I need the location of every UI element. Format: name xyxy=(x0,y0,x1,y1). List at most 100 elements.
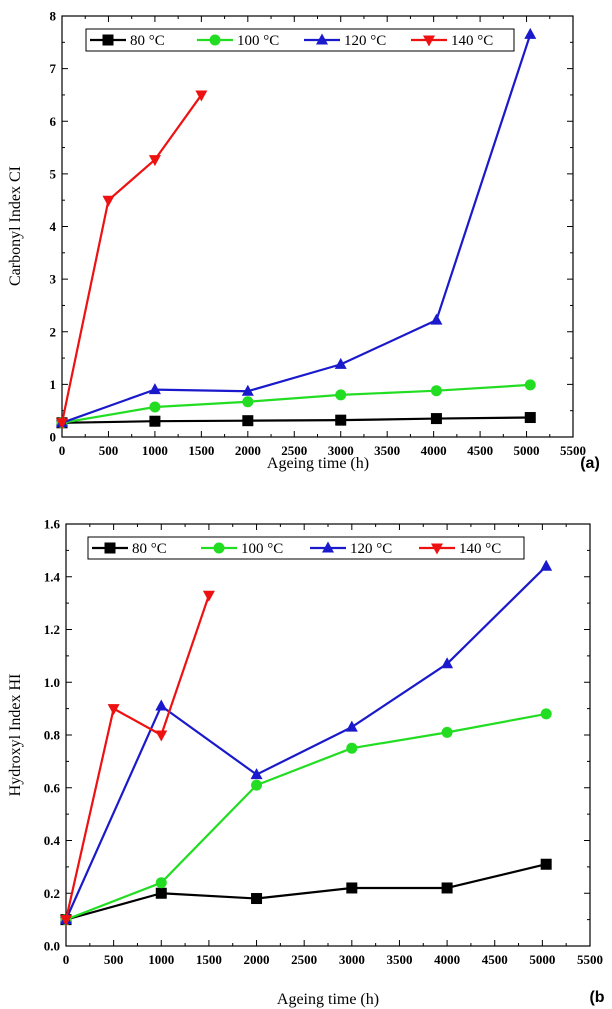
data-point xyxy=(202,590,215,602)
y-tick-label: 1.6 xyxy=(44,517,61,532)
legend: 80 °C 100 °C 120 °C 140 °C xyxy=(85,28,515,52)
x-tick-label: 1000 xyxy=(148,952,174,967)
y-tick-label: 7 xyxy=(50,61,57,76)
y-tick-label: 8 xyxy=(50,9,57,24)
data-point xyxy=(155,877,167,889)
y-tick-label: 0.6 xyxy=(44,780,61,795)
x-tick-label: 2500 xyxy=(281,443,307,458)
x-tick-label: 500 xyxy=(104,952,124,967)
x-tick-label: 2500 xyxy=(291,952,317,967)
panel-label: (a) xyxy=(580,455,600,472)
data-point xyxy=(241,384,254,396)
data-point xyxy=(524,379,536,391)
data-point xyxy=(251,779,263,791)
data-point xyxy=(441,882,453,894)
x-tick-label: 3500 xyxy=(386,952,412,967)
data-point xyxy=(155,887,167,899)
y-tick-label: 1.0 xyxy=(44,675,60,690)
series-2 xyxy=(56,27,537,428)
series-line xyxy=(61,383,531,424)
x-tick-label: 0 xyxy=(63,952,70,967)
x-tick-label: 5000 xyxy=(514,443,540,458)
data-point xyxy=(155,699,168,711)
legend-marker xyxy=(104,542,116,554)
series-line xyxy=(64,565,547,921)
legend-label: 140 °C xyxy=(459,541,501,557)
data-point xyxy=(346,882,358,894)
data-point xyxy=(107,704,120,716)
x-tick-label: 3000 xyxy=(339,952,365,967)
legend-label: 100 °C xyxy=(237,33,279,49)
legend-entry: 80 °C xyxy=(90,33,165,49)
y-axis-label: Carbonyl Index CI xyxy=(7,166,24,286)
legend-marker xyxy=(322,541,334,553)
data-point xyxy=(60,915,72,927)
data-point xyxy=(250,768,263,780)
y-tick-label: 5 xyxy=(50,166,57,181)
legend: 80 °C 100 °C 120 °C 140 °C xyxy=(87,536,525,560)
data-point xyxy=(335,389,347,401)
legend-entry: 80 °C xyxy=(92,541,167,557)
x-tick-label: 1500 xyxy=(196,952,222,967)
y-tick-label: 0 xyxy=(50,430,57,445)
data-point xyxy=(251,893,263,905)
y-tick-label: 1.2 xyxy=(44,622,60,637)
y-tick-label: 4 xyxy=(50,219,57,234)
legend-entry: 140 °C xyxy=(419,541,501,557)
series-0 xyxy=(60,858,552,926)
y-tick-label: 6 xyxy=(50,114,57,129)
y-tick-label: 1.4 xyxy=(44,569,61,584)
data-point xyxy=(149,415,161,427)
data-point xyxy=(441,726,453,738)
data-point xyxy=(540,708,552,720)
data-point xyxy=(346,742,358,754)
data-point xyxy=(195,90,208,102)
data-point xyxy=(102,195,115,207)
data-point xyxy=(148,155,161,167)
legend-label: 100 °C xyxy=(241,541,283,557)
series-3 xyxy=(60,590,215,927)
legend-marker xyxy=(213,542,225,554)
x-tick-label: 3500 xyxy=(374,443,400,458)
data-point xyxy=(524,412,536,424)
legend-marker xyxy=(431,543,443,555)
legend-marker xyxy=(316,33,328,45)
x-tick-label: 4000 xyxy=(434,952,460,967)
data-point xyxy=(242,415,254,427)
legend-entry: 120 °C xyxy=(310,541,392,557)
series-3 xyxy=(56,90,208,430)
legend-entry: 100 °C xyxy=(197,33,279,49)
y-tick-label: 0.8 xyxy=(44,728,61,743)
legend-label: 120 °C xyxy=(344,33,386,49)
chart-panel-b: 0 500 1000 1500 2000 2500 3000 3500 4000 4500 5000… xyxy=(7,517,605,1009)
data-point xyxy=(430,413,442,425)
data-point xyxy=(345,720,358,732)
series-0 xyxy=(56,412,536,429)
data-point xyxy=(155,730,168,742)
x-tick-label: 0 xyxy=(59,443,66,458)
legend-entry: 100 °C xyxy=(201,541,283,557)
legend-marker xyxy=(102,34,114,46)
series-line xyxy=(61,34,532,424)
y-tick-label: 2 xyxy=(50,324,57,339)
data-point xyxy=(540,559,553,571)
series-2 xyxy=(60,559,553,925)
plot-frame xyxy=(65,523,591,947)
x-tick-label: 500 xyxy=(99,443,119,458)
data-point xyxy=(430,385,442,397)
legend-label: 120 °C xyxy=(350,541,392,557)
series-line xyxy=(65,863,547,921)
x-tick-label: 1500 xyxy=(188,443,214,458)
legend-entry: 120 °C xyxy=(304,33,386,49)
data-point xyxy=(335,414,347,426)
x-axis-label: Ageing time (h) xyxy=(277,991,379,1008)
x-tick-label: 3000 xyxy=(328,443,354,458)
series-line xyxy=(64,594,210,920)
y-tick-label: 1 xyxy=(50,377,57,392)
legend-label: 80 °C xyxy=(132,541,167,557)
plot-frame xyxy=(61,15,574,438)
legend-box xyxy=(87,536,525,560)
data-point xyxy=(430,313,443,325)
data-point xyxy=(242,396,254,408)
